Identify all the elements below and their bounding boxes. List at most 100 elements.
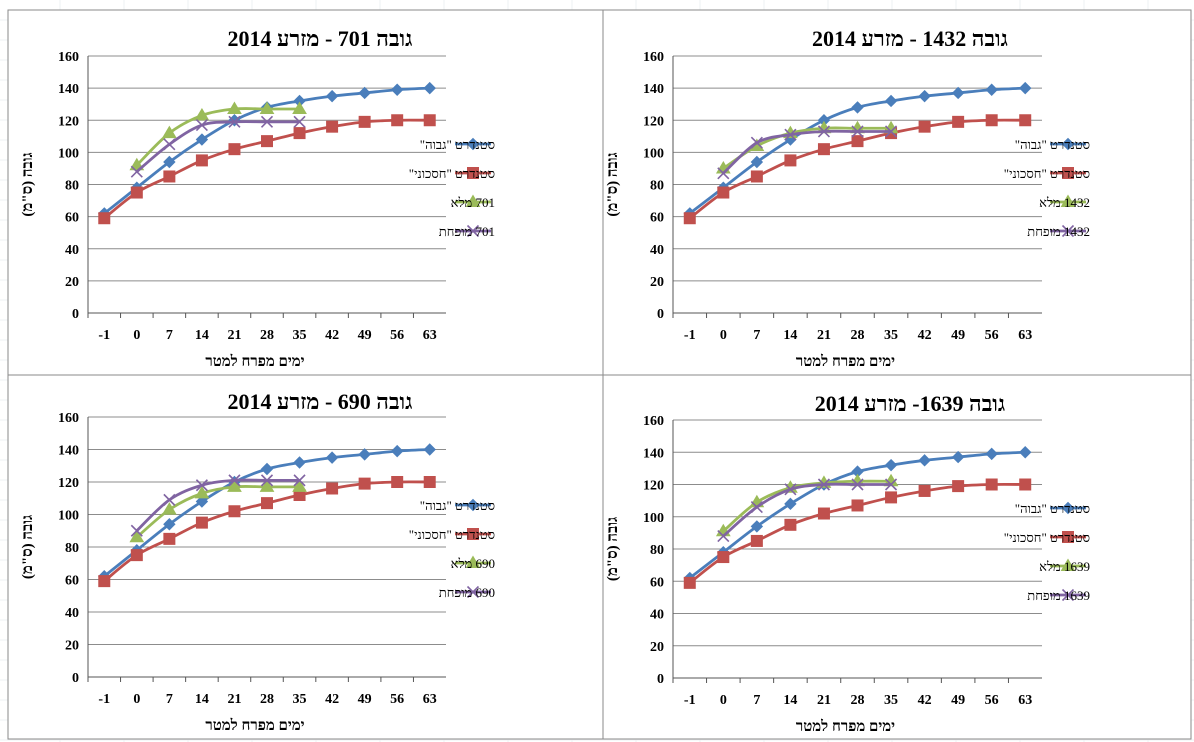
x-tick-label: 56 [985,328,999,343]
chart-panel-3: גובה 690 - מזרע 201402040608010012014016… [7,374,604,740]
x-tick-label: 42 [918,693,932,708]
data-point [358,477,371,490]
data-point [163,138,176,151]
x-tick-label: 49 [358,328,372,343]
data-point [163,518,176,531]
x-tick-label: 21 [817,328,831,343]
legend-marker [467,528,479,540]
data-point [717,530,730,543]
data-point [784,497,797,511]
data-point [951,450,965,464]
chart-panel-2: גובה 1432 - מזרע 20140204060801001201401… [602,9,1192,377]
legend-marker [1061,224,1075,238]
data-point [130,524,143,537]
legend-marker [1061,501,1075,515]
legend-label: סטנדרט "חסכוני" [409,166,495,181]
data-point [1019,81,1032,95]
data-point [423,476,436,488]
x-tick-label: 63 [423,692,437,707]
legend-entry: 690 מלא [451,555,495,571]
series-4 [717,125,898,180]
x-tick-label: 49 [951,328,965,343]
x-tick-label: 49 [951,693,965,708]
y-tick-label: 80 [65,541,79,556]
legend-label: 690 מופחת [439,585,495,600]
y-tick-label: 20 [65,275,79,290]
y-tick-label: 80 [650,543,664,558]
legend-marker [466,137,480,151]
data-point [358,115,371,128]
data-point [293,474,306,487]
legend-label: סטנדרט "חסכוני" [1004,530,1090,545]
x-tick-label: 28 [260,328,274,343]
y-axis-title: גובה (ס"מ) [20,152,36,216]
legend-label: סטנדרט "גבוה" [420,137,495,152]
y-tick-label: 160 [643,414,664,429]
series-2 [683,478,1032,589]
x-tick-label: 7 [753,328,760,343]
data-point [293,456,306,469]
y-tick-label: 100 [58,146,79,161]
series-4 [717,478,898,543]
data-point [260,474,274,487]
data-point [750,520,764,533]
series-4 [130,115,306,178]
data-point [260,462,274,476]
series-2 [98,476,436,588]
y-tick-label: 160 [58,411,79,426]
data-point [817,143,830,156]
legend-entry: 1639 מלא [1039,558,1090,574]
data-point [129,157,145,171]
y-tick-label: 120 [643,114,664,129]
data-point [918,89,931,103]
y-tick-label: 100 [643,511,664,526]
x-tick-label: 63 [423,328,437,343]
data-point [717,167,730,180]
chart-title: גובה 1639- מזרע 2014 [815,391,1005,416]
x-tick-label: 35 [884,328,898,343]
data-point [750,136,763,149]
legend-marker [1060,194,1076,207]
x-axis-title: ימים מפרח למטר [796,718,895,735]
data-point [985,83,998,96]
legend-entry: סטנדרט "חסכוני" [409,166,495,181]
x-tick-label: 56 [985,693,999,708]
x-tick-label: 28 [851,328,865,343]
legend-entry: 701 מלא [451,194,495,210]
x-tick-label: 14 [195,328,209,343]
x-tick-label: 0 [720,693,727,708]
chart-frame [602,9,1192,377]
y-tick-label: 40 [65,606,79,621]
chart-title: גובה 1432 - מזרע 2014 [812,26,1008,51]
data-point [884,478,898,491]
x-tick-label: 0 [133,692,140,707]
legend-label: סטנדרט "גבוה" [1015,137,1090,152]
chart-title: גובה 690 - מזרע 2014 [228,389,413,414]
chart-frame [602,374,1192,740]
data-point [884,94,898,108]
data-point [161,125,177,139]
legend-label: 701 מלא [451,195,495,210]
legend-marker [1062,167,1074,179]
data-point [293,115,306,128]
data-point [163,170,176,183]
series-1 [683,81,1032,220]
legend-label: 701 מופחת [439,224,495,239]
data-point [98,212,111,225]
data-point [918,120,931,133]
data-point [195,119,208,132]
legend-marker [465,555,481,568]
y-tick-label: 120 [58,114,79,129]
legend-marker [466,224,480,238]
data-point [851,478,864,491]
data-point [683,576,696,589]
legend-marker [1061,137,1075,151]
data-point [985,447,998,461]
series-1 [683,446,1032,585]
legend-marker [1062,531,1074,543]
x-tick-label: 14 [783,693,797,708]
data-point [851,499,864,512]
y-tick-label: 160 [643,50,664,65]
data-point [717,551,730,564]
